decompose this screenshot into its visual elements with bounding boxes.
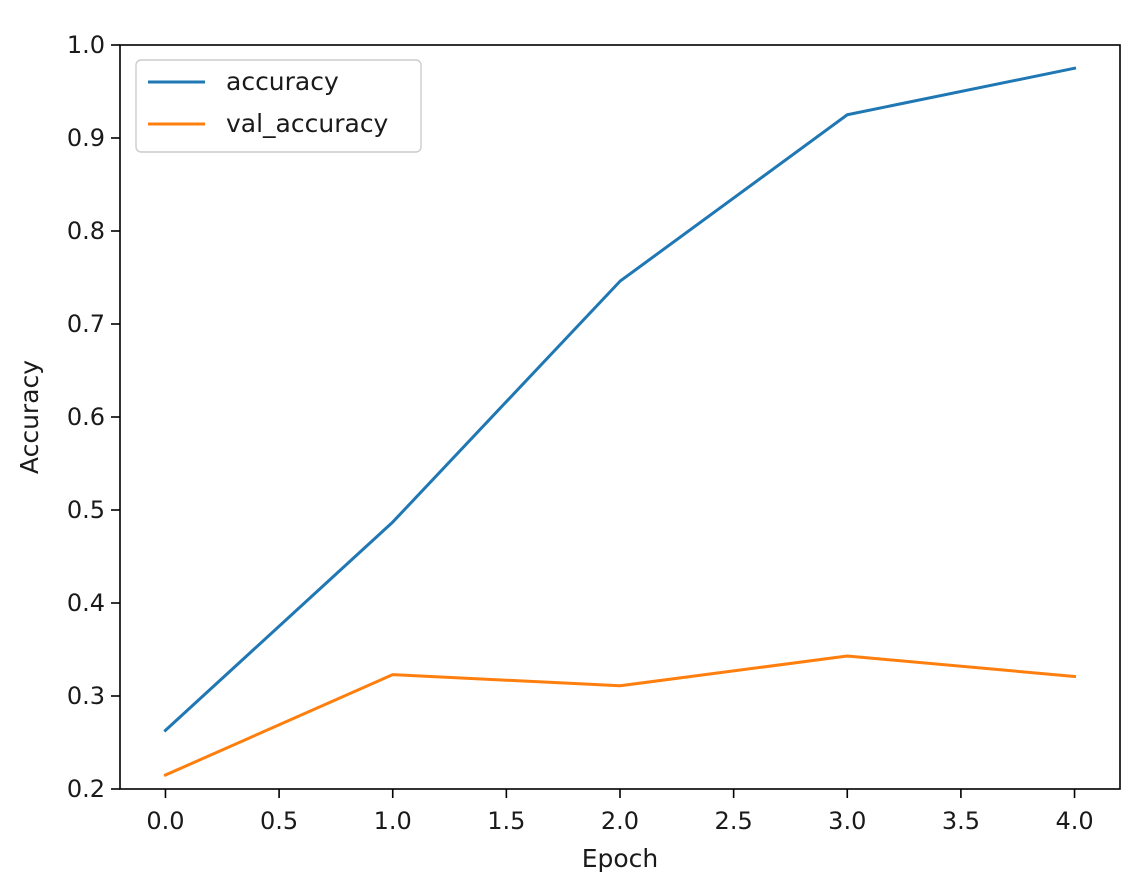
y-tick-label: 0.6 xyxy=(67,403,105,431)
y-axis-title: Accuracy xyxy=(15,360,44,474)
series-line-accuracy xyxy=(163,66,1077,733)
x-tick-label: 3.5 xyxy=(942,807,980,835)
y-tick-label: 0.4 xyxy=(67,589,105,617)
x-tick-label: 3.0 xyxy=(828,807,866,835)
x-axis-ticks: 0.0 0.5 1.0 1.5 2.0 2.5 3.0 3.5 4.0 xyxy=(146,789,1094,835)
legend-label-val-accuracy: val_accuracy xyxy=(226,109,389,138)
y-tick-label: 0.3 xyxy=(67,682,105,710)
x-tick-label: 2.0 xyxy=(601,807,639,835)
y-tick-label: 0.2 xyxy=(67,775,105,803)
x-axis-title: Epoch xyxy=(582,844,659,873)
x-tick-label: 1.0 xyxy=(374,807,412,835)
legend: accuracy val_accuracy xyxy=(135,59,422,153)
y-tick-label: 0.9 xyxy=(67,124,105,152)
legend-box xyxy=(135,59,422,153)
y-tick-label: 0.5 xyxy=(67,496,105,524)
x-tick-label: 0.0 xyxy=(146,807,184,835)
plot-area-frame xyxy=(119,44,1121,790)
legend-label-accuracy: accuracy xyxy=(226,67,339,96)
x-tick-label: 0.5 xyxy=(260,807,298,835)
x-tick-label: 1.5 xyxy=(487,807,525,835)
y-tick-label: 1.0 xyxy=(67,31,105,59)
y-tick-label: 0.7 xyxy=(67,310,105,338)
series-lines xyxy=(163,66,1077,778)
series-line-val-accuracy xyxy=(163,654,1077,778)
y-tick-label: 0.8 xyxy=(67,217,105,245)
y-axis-ticks: 0.2 0.3 0.4 0.5 0.6 0.7 0.8 0.9 1.0 xyxy=(67,31,120,803)
x-tick-label: 2.5 xyxy=(715,807,753,835)
x-tick-label: 4.0 xyxy=(1055,807,1093,835)
